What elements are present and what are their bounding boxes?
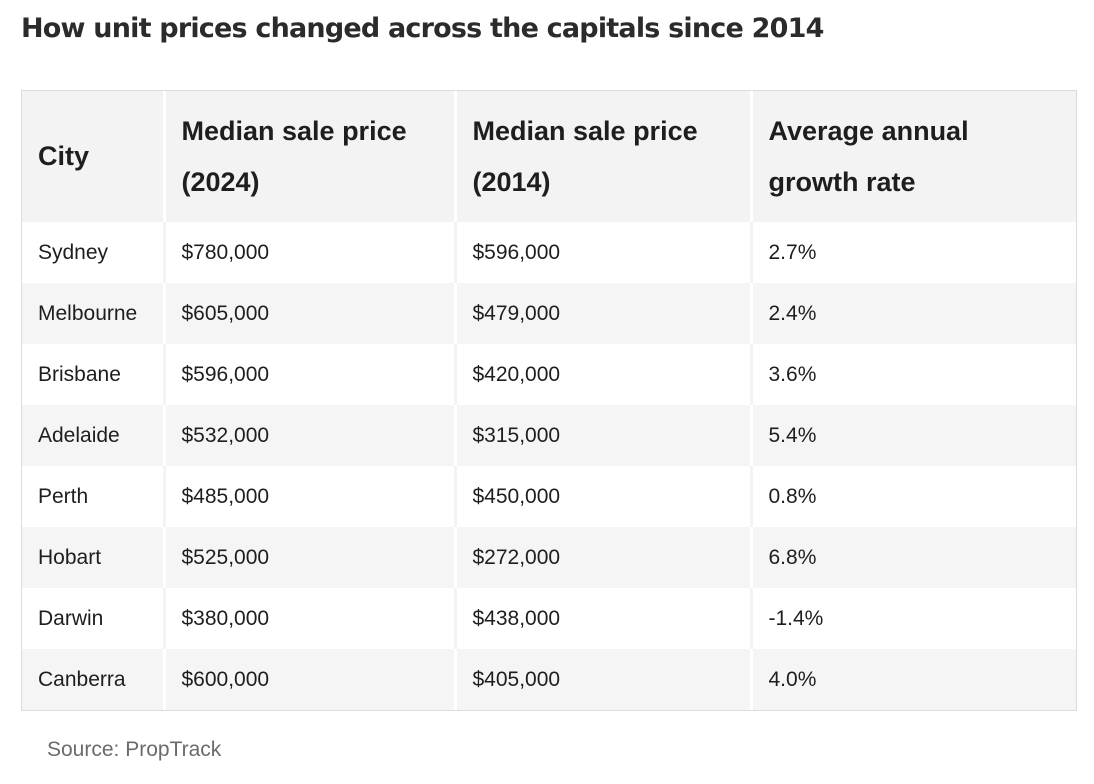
table-row: Darwin $380,000 $438,000 -1.4% xyxy=(22,588,1076,649)
cell-median-2014: $420,000 xyxy=(455,344,753,405)
cell-median-2024: $605,000 xyxy=(164,283,457,344)
cell-growth-rate: -1.4% xyxy=(751,588,1076,649)
cell-city: Melbourne xyxy=(22,283,166,344)
table-row: Melbourne $605,000 $479,000 2.4% xyxy=(22,283,1076,344)
cell-median-2024: $380,000 xyxy=(164,588,457,649)
cell-median-2024: $485,000 xyxy=(164,466,457,527)
cell-median-2014: $315,000 xyxy=(455,405,753,466)
cell-median-2014: $272,000 xyxy=(455,527,753,588)
cell-growth-rate: 0.8% xyxy=(751,466,1076,527)
page-title: How unit prices changed across the capit… xyxy=(21,13,824,44)
price-table-container: City Median sale price (2024) Median sal… xyxy=(21,90,1077,711)
cell-city: Canberra xyxy=(22,649,166,710)
table-row: Canberra $600,000 $405,000 4.0% xyxy=(22,649,1076,710)
cell-growth-rate: 6.8% xyxy=(751,527,1076,588)
cell-growth-rate: 5.4% xyxy=(751,405,1076,466)
cell-median-2014: $450,000 xyxy=(455,466,753,527)
cell-median-2024: $600,000 xyxy=(164,649,457,710)
table-row: Hobart $525,000 $272,000 6.8% xyxy=(22,527,1076,588)
price-table: City Median sale price (2024) Median sal… xyxy=(22,91,1076,710)
table-row: Brisbane $596,000 $420,000 3.6% xyxy=(22,344,1076,405)
cell-median-2024: $532,000 xyxy=(164,405,457,466)
cell-city: Sydney xyxy=(22,222,166,283)
table-row: Sydney $780,000 $596,000 2.7% xyxy=(22,222,1076,283)
cell-median-2024: $525,000 xyxy=(164,527,457,588)
header-median-2024: Median sale price (2024) xyxy=(164,91,457,222)
cell-median-2014: $405,000 xyxy=(455,649,753,710)
cell-growth-rate: 2.7% xyxy=(751,222,1076,283)
cell-median-2014: $479,000 xyxy=(455,283,753,344)
cell-median-2014: $438,000 xyxy=(455,588,753,649)
cell-city: Hobart xyxy=(22,527,166,588)
cell-growth-rate: 2.4% xyxy=(751,283,1076,344)
table-row: Perth $485,000 $450,000 0.8% xyxy=(22,466,1076,527)
cell-city: Perth xyxy=(22,466,166,527)
cell-city: Brisbane xyxy=(22,344,166,405)
cell-city: Adelaide xyxy=(22,405,166,466)
cell-median-2024: $596,000 xyxy=(164,344,457,405)
source-note: Source: PropTrack xyxy=(47,738,222,761)
header-median-2014: Median sale price (2014) xyxy=(455,91,753,222)
header-growth-rate: Average annual growth rate xyxy=(751,91,1076,222)
table-header-row: City Median sale price (2024) Median sal… xyxy=(22,91,1076,222)
cell-growth-rate: 3.6% xyxy=(751,344,1076,405)
cell-median-2024: $780,000 xyxy=(164,222,457,283)
table-row: Adelaide $532,000 $315,000 5.4% xyxy=(22,405,1076,466)
cell-city: Darwin xyxy=(22,588,166,649)
cell-median-2014: $596,000 xyxy=(455,222,753,283)
cell-growth-rate: 4.0% xyxy=(751,649,1076,710)
header-city: City xyxy=(22,91,166,222)
